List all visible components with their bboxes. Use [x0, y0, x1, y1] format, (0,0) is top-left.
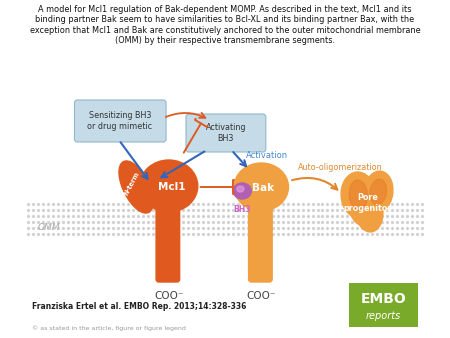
Text: Activating
BH3: Activating BH3: [206, 123, 246, 143]
Text: COO⁻: COO⁻: [154, 291, 184, 301]
Text: Auto-oligomerization: Auto-oligomerization: [297, 164, 382, 172]
Ellipse shape: [233, 183, 251, 199]
Text: A model for Mcl1 regulation of Bak-dependent MOMP. As described in the text, Mcl: A model for Mcl1 regulation of Bak-depen…: [30, 5, 420, 45]
Text: Sensitizing BH3
or drug mimetic: Sensitizing BH3 or drug mimetic: [87, 111, 153, 131]
Ellipse shape: [119, 161, 153, 213]
FancyBboxPatch shape: [156, 204, 180, 282]
FancyBboxPatch shape: [248, 204, 272, 282]
Text: Pore
progenitor: Pore progenitor: [343, 193, 392, 213]
Text: Bak: Bak: [252, 183, 274, 193]
Ellipse shape: [350, 187, 376, 225]
Ellipse shape: [140, 160, 198, 212]
Text: reports: reports: [366, 311, 401, 321]
Text: N-term: N-term: [123, 171, 140, 197]
Text: OMM: OMM: [37, 223, 60, 233]
Text: Franziska Ertel et al. EMBO Rep. 2013;14:328-336: Franziska Ertel et al. EMBO Rep. 2013;14…: [32, 302, 246, 311]
Ellipse shape: [370, 179, 387, 205]
Ellipse shape: [234, 163, 288, 211]
FancyBboxPatch shape: [74, 100, 166, 142]
Text: © as stated in the article, figure or figure legend: © as stated in the article, figure or fi…: [32, 325, 186, 331]
Text: EMBO: EMBO: [361, 292, 407, 306]
Ellipse shape: [349, 180, 368, 210]
FancyBboxPatch shape: [186, 114, 266, 152]
FancyBboxPatch shape: [349, 283, 418, 327]
Text: BH3: BH3: [234, 205, 251, 214]
Ellipse shape: [364, 171, 393, 213]
Text: Activation: Activation: [246, 151, 288, 161]
Text: COO⁻: COO⁻: [247, 291, 276, 301]
Ellipse shape: [237, 186, 244, 192]
Text: Mcl1: Mcl1: [158, 182, 185, 192]
Ellipse shape: [341, 172, 376, 218]
Ellipse shape: [356, 192, 383, 232]
